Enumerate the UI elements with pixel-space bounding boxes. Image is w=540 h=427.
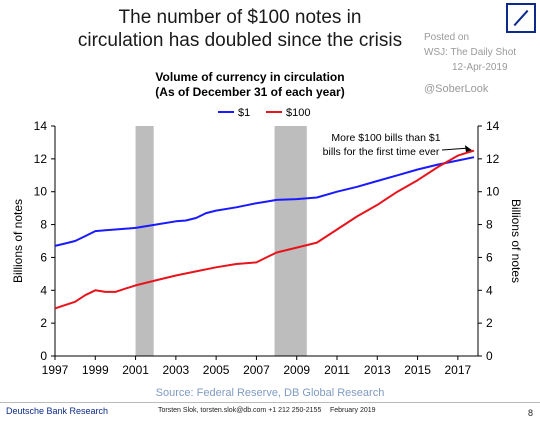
series-line-dollar-100: [54, 149, 475, 310]
source-note: Source: Federal Reserve, DB Global Resea…: [156, 387, 385, 399]
recession-band-1: [135, 126, 154, 356]
posted-note: Posted on WSJ: The Daily Shot 12-Apr-201…: [424, 30, 516, 75]
y-tick-label-left: 8: [40, 218, 47, 232]
x-tick-label: 2009: [283, 363, 310, 377]
x-tick-label: 2015: [404, 363, 431, 377]
annotation-line-1: More $100 bills than $1: [331, 132, 440, 144]
headline-line-2: circulation has doubled since the crisis: [77, 30, 403, 51]
posted-source: WSJ: The Daily Shot: [424, 47, 517, 58]
y-tick-label-right: 0: [486, 349, 493, 363]
x-tick-label: 1999: [82, 363, 109, 377]
y-tick-label-right: 14: [486, 119, 500, 133]
chart-axes: [54, 126, 479, 357]
y-tick-label-left: 6: [40, 250, 47, 264]
x-tick-label: 2001: [122, 363, 149, 377]
y-tick-label-left: 4: [40, 283, 47, 297]
annotation: More $100 bills than $1 bills for the fi…: [323, 132, 472, 158]
tick-labels: 0 0 2 2 4 4 6 6 8 8 10 10 12 12 14 14 1997 1999 2001 2003 20…: [34, 119, 500, 377]
x-tick-label: 2007: [243, 363, 270, 377]
y-tick-label-right: 6: [486, 250, 493, 264]
y-tick-label-left: 10: [34, 185, 48, 199]
x-tick-label: 2011: [324, 363, 350, 377]
y-tick-label-right: 2: [486, 316, 493, 330]
y-axis-label-right: Billions of notes: [509, 199, 523, 283]
recession-band-2: [274, 126, 307, 356]
y-tick-label-left: 14: [34, 119, 48, 133]
chart-title-line-2: (As of December 31 of each year): [155, 85, 345, 99]
chart-title: Volume of currency in circulation (As of…: [100, 70, 400, 100]
series-lines: [54, 149, 475, 310]
series-line-dollar-1: [54, 156, 475, 247]
footer-org: Deutsche Bank Research: [6, 406, 109, 416]
headline-line-1: The number of $100 notes in: [118, 7, 362, 28]
footer-divider: [0, 402, 540, 403]
x-tick-label: 2017: [445, 363, 472, 377]
legend-label-dollar-1: $1: [238, 107, 250, 119]
footer-date: February 2019: [330, 407, 376, 414]
annotation-line-2: bills for the first time ever: [323, 146, 440, 158]
footer-author: Torsten Slok, torsten.slok@db.com +1 212…: [158, 407, 322, 414]
y-tick-label-left: 2: [40, 316, 47, 330]
deutsche-bank-logo-icon: [506, 3, 536, 33]
y-tick-label-right: 10: [486, 185, 500, 199]
x-tick-label: 2005: [203, 363, 230, 377]
y-tick-label-right: 4: [486, 283, 493, 297]
y-tick-label-left: 12: [34, 152, 48, 166]
y-axis-label-left: Billions of notes: [11, 199, 25, 283]
annotation-arrow: [441, 147, 468, 151]
twitter-handle: @SoberLook: [424, 83, 489, 95]
recession-bands: [135, 126, 307, 356]
x-tick-label: 2003: [163, 363, 190, 377]
legend: $1 $100: [218, 107, 310, 119]
annotation-arrowhead: [464, 145, 472, 153]
headline: The number of $100 notes in circulation …: [60, 6, 420, 52]
x-tick-label: 2013: [364, 363, 391, 377]
chart-title-line-1: Volume of currency in circulation: [155, 70, 345, 84]
y-tick-label-right: 12: [486, 152, 500, 166]
posted-on-label: Posted on: [424, 32, 470, 43]
y-tick-label-left: 0: [40, 349, 47, 363]
y-tick-label-right: 8: [486, 218, 493, 232]
posted-date: 12-Apr-2019: [452, 62, 508, 73]
x-tick-label: 1997: [42, 363, 69, 377]
page-number: 8: [528, 408, 534, 418]
legend-label-dollar-100: $100: [286, 107, 310, 119]
